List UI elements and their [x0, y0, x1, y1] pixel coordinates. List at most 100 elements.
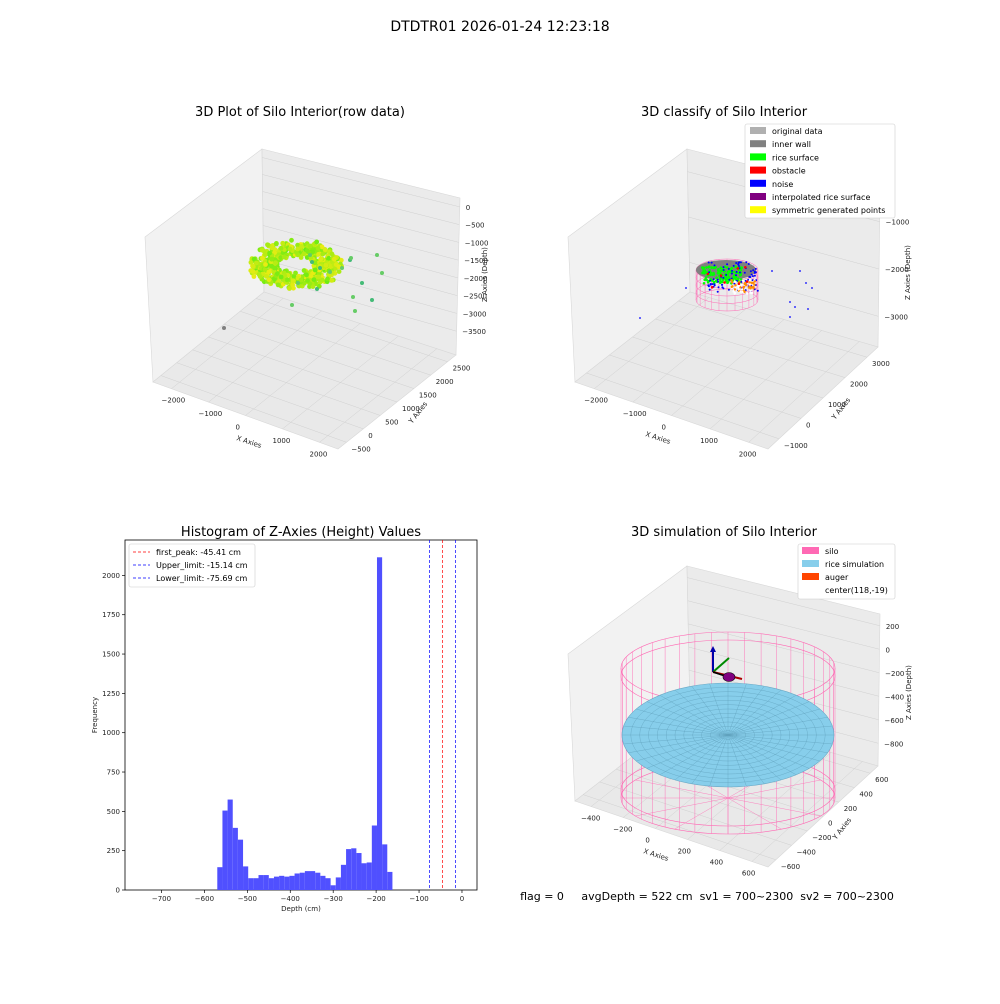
histogram-xlabel: Depth (cm): [281, 905, 321, 913]
data-point: [308, 243, 313, 249]
y-tick-label: −600: [781, 863, 800, 871]
rice-mesh-spoke: [623, 725, 729, 736]
data-point: [275, 271, 280, 276]
rice-mesh-spoke: [727, 734, 797, 775]
status-footer: flag = 0 avgDepth = 522 cm sv1 = 700~230…: [520, 890, 894, 903]
grid-line: [586, 372, 780, 440]
noise-point: [708, 271, 711, 274]
noise-point: [756, 289, 759, 292]
x-tick-label: −1000: [623, 410, 647, 418]
noise-point: [717, 280, 719, 283]
obstacle-point: [706, 272, 710, 276]
legend-label: symmetric generated points: [772, 206, 885, 215]
noise-point: [745, 261, 748, 264]
histogram-bar: [387, 871, 393, 890]
symmetric-point: [741, 279, 745, 282]
data-point: [291, 278, 296, 284]
legend-entries: first_peak: -45.41 cm Upper_limit: -15.14…: [133, 548, 248, 583]
rice-mesh-spoke: [628, 717, 729, 736]
histogram-bar: [222, 810, 228, 890]
data-point: [329, 278, 335, 283]
histogram-bar: [351, 848, 357, 890]
pane-floor: [152, 291, 457, 450]
y-tick-label: 1500: [419, 392, 437, 400]
data-point: [314, 239, 320, 245]
grid-line: [262, 208, 459, 261]
panel-simulation-3d: 3D simulation of Silo Interior −400 −200 0…: [567, 525, 913, 878]
data-point: [310, 249, 315, 255]
x-tick-label: 600: [742, 870, 755, 878]
data-point: [272, 265, 277, 271]
noise-point: [747, 278, 750, 281]
panel-simulation-xlabel: X Axies: [642, 847, 669, 863]
y-tick-label: 1250: [102, 690, 120, 698]
data-point: [253, 260, 259, 266]
rice-surface-point: [739, 278, 743, 281]
noise-point: [737, 265, 740, 267]
data-point: [282, 273, 288, 278]
x-tick-label: 0: [662, 424, 666, 432]
histogram-bar: [346, 849, 352, 890]
panel-histogram: Histogram of Z-Axies (Height) Values −70…: [91, 525, 478, 913]
symmetric-point: [752, 287, 755, 290]
y-tick-label: 0: [368, 432, 372, 440]
data-point: [250, 263, 256, 269]
data-point: [304, 272, 309, 278]
x-tick-label: 400: [710, 859, 723, 867]
noise-point: [789, 316, 791, 318]
z-tick-label: −1000: [886, 219, 910, 227]
rice-mesh-spoke: [727, 717, 828, 736]
data-point: [250, 269, 256, 274]
data-point: [287, 286, 292, 291]
x-tick-label: −700: [152, 895, 171, 903]
rice-mesh-spoke: [623, 734, 729, 745]
y-tick-label: 0: [828, 820, 832, 828]
x-tick-label: −2000: [584, 397, 608, 405]
histogram-bar: [299, 872, 305, 890]
legend-swatch: [750, 127, 766, 134]
rice-mesh-spoke: [727, 734, 820, 762]
histogram-bar: [330, 885, 336, 890]
x-tick-label: 0: [460, 895, 464, 903]
z-tick-label: −500: [465, 222, 484, 230]
outlier-point: [310, 260, 314, 264]
data-point: [262, 266, 268, 272]
z-tick-label: −800: [884, 740, 903, 748]
rice-surface-point: [701, 266, 704, 269]
z-tick-label: 0: [466, 204, 470, 212]
symmetric-point: [748, 281, 751, 284]
noise-point: [721, 286, 724, 289]
legend-label: rice simulation: [825, 560, 884, 569]
symmetric-point: [753, 283, 756, 286]
z-tick-label: −2500: [463, 293, 487, 301]
data-point: [256, 272, 262, 277]
histogram-axes: [124, 539, 478, 891]
panel-raw-xticks: −2000 −1000 0 1000 2000: [162, 397, 328, 459]
rice-mesh-spoke: [646, 734, 729, 769]
obstacle-point: [723, 281, 726, 284]
y-tick-label: 1750: [102, 611, 120, 619]
rice-surface-point: [716, 271, 720, 275]
symmetric-point: [730, 279, 733, 282]
noise-point: [726, 263, 729, 266]
silo-spoke: [674, 797, 729, 830]
outlier-point: [296, 281, 300, 285]
noise-point: [735, 262, 738, 264]
rice-surface-point: [702, 268, 705, 272]
rice-mesh-spoke: [727, 734, 747, 787]
noise-point: [722, 269, 725, 271]
symmetric-point: [746, 292, 749, 295]
outlier-point: [290, 303, 294, 307]
legend-box: [744, 123, 896, 219]
histogram-bar: [361, 863, 367, 890]
outlier-point: [380, 271, 384, 275]
histogram-bar: [371, 825, 377, 890]
noise-point: [712, 278, 715, 281]
histogram-bar: [217, 867, 223, 890]
symmetric-point: [749, 289, 752, 292]
noise-point: [725, 273, 728, 276]
z-tick-label: −600: [885, 717, 904, 725]
noise-point: [709, 279, 712, 282]
noise-point: [789, 301, 791, 303]
legend-label: center(118,-19): [825, 586, 888, 595]
